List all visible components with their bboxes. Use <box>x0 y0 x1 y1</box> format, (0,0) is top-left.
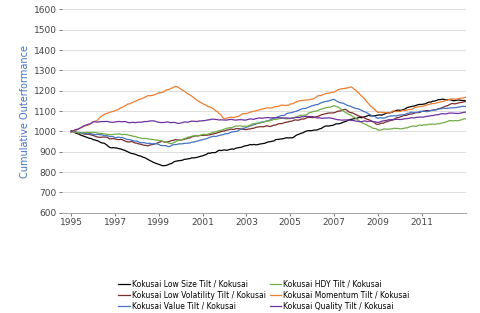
Kokusai HDY Tilt / Kokusai <box>187 135 193 139</box>
Legend: Kokusai Low Size Tilt / Kokusai, Kokusai Low Volatility Tilt / Kokusai, Kokusai : Kokusai Low Size Tilt / Kokusai, Kokusai… <box>117 278 411 312</box>
Kokusai Low Volatility Tilt / Kokusai <box>397 115 403 119</box>
Line: Kokusai Momentum Tilt / Kokusai: Kokusai Momentum Tilt / Kokusai <box>71 86 466 132</box>
Line: Kokusai HDY Tilt / Kokusai: Kokusai HDY Tilt / Kokusai <box>71 105 466 144</box>
Kokusai Low Size Tilt / Kokusai <box>187 157 193 161</box>
Kokusai Low Size Tilt / Kokusai <box>189 156 194 160</box>
Kokusai Quality Tilt / Kokusai <box>156 121 162 124</box>
Kokusai Low Volatility Tilt / Kokusai <box>189 135 194 139</box>
Kokusai Low Volatility Tilt / Kokusai <box>187 136 193 140</box>
Kokusai Value Tilt / Kokusai <box>399 113 405 117</box>
Kokusai Value Tilt / Kokusai <box>165 145 171 148</box>
Kokusai Low Size Tilt / Kokusai <box>463 99 468 103</box>
Kokusai Quality Tilt / Kokusai <box>204 118 209 122</box>
Kokusai Low Size Tilt / Kokusai <box>181 157 187 161</box>
Kokusai Momentum Tilt / Kokusai <box>205 105 211 109</box>
Kokusai Momentum Tilt / Kokusai <box>189 94 194 98</box>
Kokusai HDY Tilt / Kokusai <box>331 104 337 107</box>
Kokusai HDY Tilt / Kokusai <box>68 130 74 134</box>
Kokusai Low Volatility Tilt / Kokusai <box>181 137 187 141</box>
Kokusai Quality Tilt / Kokusai <box>395 118 401 121</box>
Kokusai Low Volatility Tilt / Kokusai <box>145 144 151 148</box>
Kokusai Quality Tilt / Kokusai <box>187 120 193 123</box>
Kokusai Quality Tilt / Kokusai <box>185 121 191 124</box>
Kokusai Quality Tilt / Kokusai <box>68 130 74 134</box>
Kokusai Momentum Tilt / Kokusai <box>187 93 193 97</box>
Kokusai Low Size Tilt / Kokusai <box>156 162 162 166</box>
Kokusai Value Tilt / Kokusai <box>187 141 193 145</box>
Kokusai HDY Tilt / Kokusai <box>156 139 162 142</box>
Kokusai HDY Tilt / Kokusai <box>399 127 405 131</box>
Kokusai Quality Tilt / Kokusai <box>463 110 468 114</box>
Kokusai Low Volatility Tilt / Kokusai <box>205 133 211 137</box>
Kokusai Value Tilt / Kokusai <box>189 140 194 144</box>
Kokusai Value Tilt / Kokusai <box>463 105 468 108</box>
Kokusai Momentum Tilt / Kokusai <box>397 110 403 113</box>
Kokusai Low Size Tilt / Kokusai <box>205 151 211 155</box>
Kokusai Low Size Tilt / Kokusai <box>159 164 165 167</box>
Kokusai Value Tilt / Kokusai <box>181 141 187 145</box>
Kokusai Momentum Tilt / Kokusai <box>156 91 162 95</box>
Y-axis label: Cumulative Outerformance: Cumulative Outerformance <box>20 45 30 177</box>
Kokusai Momentum Tilt / Kokusai <box>463 95 468 99</box>
Kokusai HDY Tilt / Kokusai <box>168 142 174 146</box>
Kokusai Momentum Tilt / Kokusai <box>181 89 187 93</box>
Kokusai Value Tilt / Kokusai <box>331 98 337 101</box>
Kokusai Momentum Tilt / Kokusai <box>68 130 74 134</box>
Line: Kokusai Low Size Tilt / Kokusai: Kokusai Low Size Tilt / Kokusai <box>71 99 466 166</box>
Kokusai HDY Tilt / Kokusai <box>181 136 187 140</box>
Kokusai Low Size Tilt / Kokusai <box>68 129 74 133</box>
Kokusai Low Size Tilt / Kokusai <box>439 97 445 101</box>
Kokusai Low Volatility Tilt / Kokusai <box>158 140 164 144</box>
Kokusai HDY Tilt / Kokusai <box>189 134 194 138</box>
Kokusai Value Tilt / Kokusai <box>156 142 162 146</box>
Kokusai Low Size Tilt / Kokusai <box>397 108 403 112</box>
Kokusai Low Volatility Tilt / Kokusai <box>463 100 468 104</box>
Line: Kokusai Quality Tilt / Kokusai: Kokusai Quality Tilt / Kokusai <box>71 112 466 132</box>
Line: Kokusai Value Tilt / Kokusai: Kokusai Value Tilt / Kokusai <box>71 100 466 146</box>
Kokusai Value Tilt / Kokusai <box>205 136 211 140</box>
Kokusai Quality Tilt / Kokusai <box>180 121 185 125</box>
Kokusai Momentum Tilt / Kokusai <box>172 85 178 88</box>
Kokusai Low Volatility Tilt / Kokusai <box>68 129 74 133</box>
Line: Kokusai Low Volatility Tilt / Kokusai: Kokusai Low Volatility Tilt / Kokusai <box>71 102 466 146</box>
Kokusai HDY Tilt / Kokusai <box>205 132 211 136</box>
Kokusai Value Tilt / Kokusai <box>68 130 74 134</box>
Kokusai HDY Tilt / Kokusai <box>463 117 468 121</box>
